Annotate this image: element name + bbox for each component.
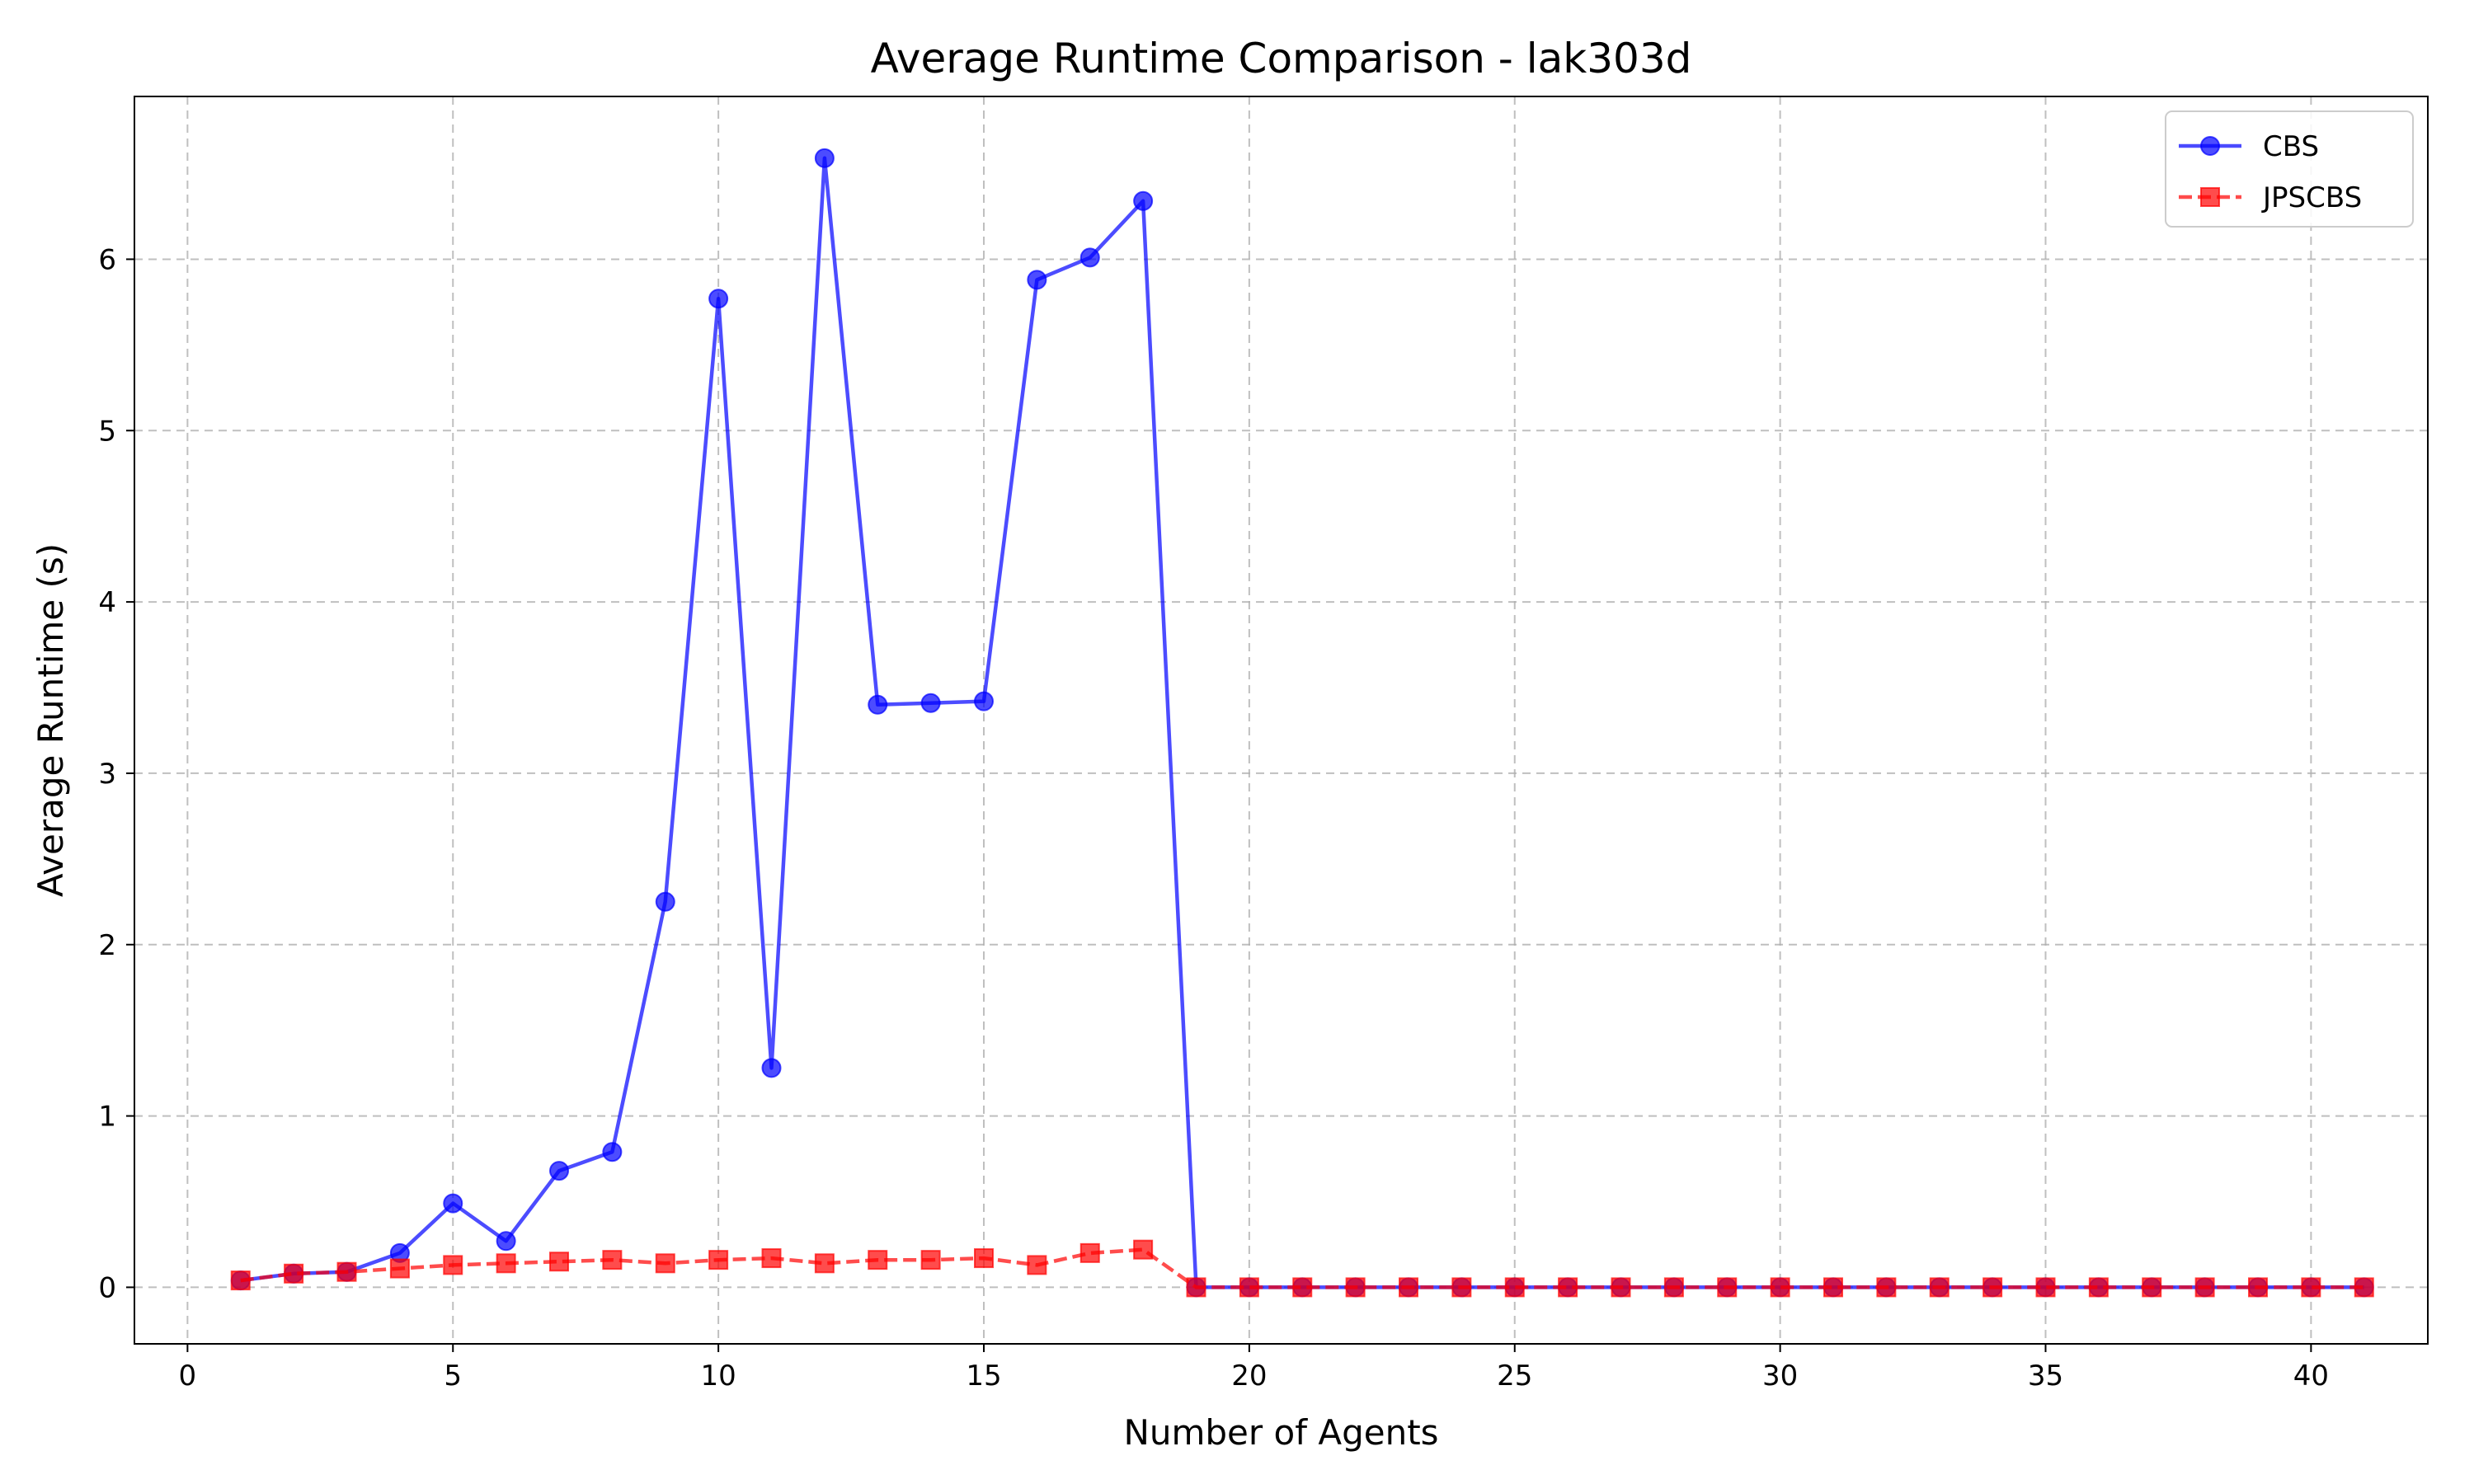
data-point-jpscbs <box>761 1248 782 1269</box>
data-point-jpscbs <box>549 1252 569 1272</box>
data-point-jpscbs <box>708 1250 729 1270</box>
series-layer <box>230 148 2374 1298</box>
x-tick-label: 30 <box>1762 1360 1798 1392</box>
legend: CBS JPSCBS <box>2165 110 2414 228</box>
data-point-jpscbs <box>2248 1277 2268 1298</box>
data-point-jpscbs <box>1929 1277 1950 1298</box>
y-axis-label: Average Runtime (s) <box>31 543 71 897</box>
data-point-jpscbs <box>1611 1277 1631 1298</box>
data-point-jpscbs <box>389 1258 410 1279</box>
data-point-jpscbs <box>2035 1277 2056 1298</box>
series-line-jpscbs <box>240 1247 2364 1289</box>
data-point-cbs <box>655 891 675 912</box>
legend-marker-jpscbs <box>2200 187 2220 207</box>
data-point-jpscbs <box>1079 1242 1100 1263</box>
data-point-cbs <box>814 148 835 168</box>
data-point-jpscbs <box>230 1270 251 1291</box>
legend-label-jpscbs: JPSCBS <box>2261 181 2362 214</box>
data-point-cbs <box>1133 190 1154 211</box>
data-point-cbs <box>974 691 994 711</box>
data-point-cbs <box>602 1142 623 1162</box>
data-point-jpscbs <box>443 1255 463 1275</box>
y-tick-label: 2 <box>98 929 116 962</box>
data-point-jpscbs <box>1876 1277 1897 1298</box>
y-tick-label: 5 <box>98 415 116 448</box>
y-tick-label: 1 <box>98 1101 116 1134</box>
data-point-jpscbs <box>1399 1277 1418 1298</box>
data-point-jpscbs <box>496 1253 516 1274</box>
data-point-jpscbs <box>284 1263 304 1284</box>
data-point-jpscbs <box>602 1250 623 1270</box>
data-point-cbs <box>549 1161 569 1181</box>
data-point-cbs <box>761 1058 782 1078</box>
data-point-jpscbs <box>336 1261 357 1282</box>
data-point-jpscbs <box>1186 1277 1206 1298</box>
data-point-jpscbs <box>1451 1277 1472 1298</box>
data-point-jpscbs <box>920 1250 941 1270</box>
x-tick-label: 20 <box>1231 1360 1267 1392</box>
legend-label-cbs: CBS <box>2263 130 2319 163</box>
data-point-jpscbs <box>1663 1277 1684 1298</box>
plot-frame <box>134 96 2429 1345</box>
data-point-jpscbs <box>2354 1277 2374 1298</box>
data-point-jpscbs <box>655 1253 675 1274</box>
data-point-cbs <box>1079 247 1100 268</box>
grid <box>134 96 2428 1344</box>
x-tick-label: 40 <box>2293 1360 2329 1392</box>
y-tick-label: 4 <box>98 586 116 619</box>
data-point-jpscbs <box>1823 1277 1843 1298</box>
data-point-jpscbs <box>1345 1277 1366 1298</box>
data-point-jpscbs <box>1770 1277 1790 1298</box>
data-point-jpscbs <box>2301 1277 2321 1298</box>
data-point-cbs <box>1027 270 1047 290</box>
series-jpscbs <box>230 1239 2374 1298</box>
legend-item-cbs: CBS <box>2179 130 2319 163</box>
x-tick-label: 15 <box>966 1360 1001 1392</box>
data-point-jpscbs <box>1027 1255 1047 1275</box>
legend-item-jpscbs: JPSCBS <box>2179 181 2362 214</box>
x-tick-label: 5 <box>444 1360 462 1392</box>
data-point-jpscbs <box>1558 1277 1578 1298</box>
data-point-jpscbs <box>974 1248 994 1269</box>
y-tick-label: 0 <box>98 1271 116 1304</box>
axis-ticks: 0 5 10 15 20 25 30 35 40 0 1 2 3 4 5 6 <box>98 243 2329 1392</box>
data-point-jpscbs <box>1717 1277 1738 1298</box>
data-point-jpscbs <box>2142 1277 2162 1298</box>
data-point-jpscbs <box>1133 1239 1154 1260</box>
data-point-cbs <box>496 1231 516 1252</box>
x-tick-label: 35 <box>2028 1360 2063 1392</box>
data-point-jpscbs <box>1292 1277 1313 1298</box>
x-tick-label: 25 <box>1497 1360 1532 1392</box>
data-point-jpscbs <box>2088 1277 2109 1298</box>
y-tick-label: 6 <box>98 243 116 276</box>
data-point-jpscbs <box>2194 1277 2215 1298</box>
x-tick-label: 0 <box>179 1360 197 1392</box>
x-tick-label: 10 <box>700 1360 736 1392</box>
x-axis-label: Number of Agents <box>1123 1412 1438 1453</box>
data-point-jpscbs <box>868 1250 888 1270</box>
legend-marker-cbs <box>2200 136 2220 156</box>
data-point-jpscbs <box>1239 1277 1259 1298</box>
y-tick-label: 3 <box>98 758 116 791</box>
data-point-jpscbs <box>814 1253 835 1274</box>
data-point-cbs <box>920 693 941 713</box>
data-point-cbs <box>868 694 888 715</box>
data-point-cbs <box>708 289 729 309</box>
data-point-jpscbs <box>1982 1277 2003 1298</box>
data-point-jpscbs <box>1504 1277 1525 1298</box>
data-point-cbs <box>443 1193 463 1214</box>
chart-title: Average Runtime Comparison - lak303d <box>871 35 1692 82</box>
